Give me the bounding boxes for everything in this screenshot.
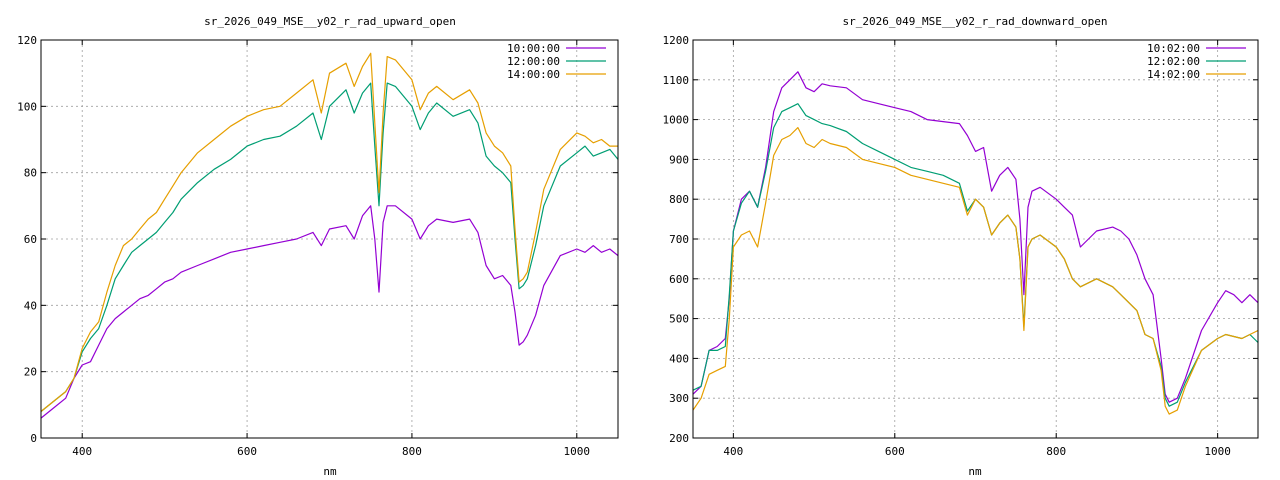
legend-label: 14:00:00 [507, 68, 560, 81]
downward-radiance-chart: sr_2026_049_MSE__y02_r_rad_downward_open… [663, 15, 1259, 478]
legend-label: 10:00:00 [507, 42, 560, 55]
chart-title: sr_2026_049_MSE__y02_r_rad_downward_open [843, 15, 1108, 28]
legend-label: 12:00:00 [507, 55, 560, 68]
series-line [692, 103, 1259, 407]
y-tick-label: 1000 [663, 114, 690, 127]
x-tick-label: 1000 [564, 445, 591, 458]
series-line [40, 52, 618, 412]
x-axis-label: nm [323, 465, 337, 478]
y-tick-label: 0 [30, 432, 37, 445]
y-tick-label: 800 [669, 193, 689, 206]
x-tick-label: 1000 [1204, 445, 1231, 458]
y-tick-label: 400 [669, 352, 689, 365]
x-tick-label: 400 [72, 445, 92, 458]
y-tick-label: 20 [24, 366, 37, 379]
y-tick-label: 40 [24, 299, 37, 312]
x-tick-label: 800 [402, 445, 422, 458]
y-tick-label: 120 [17, 34, 37, 47]
legend-label: 12:02:00 [1147, 55, 1200, 68]
y-tick-label: 900 [669, 153, 689, 166]
x-tick-label: 800 [1046, 445, 1066, 458]
upward-radiance-chart: sr_2026_049_MSE__y02_r_rad_upward_open n… [17, 15, 619, 478]
series-line [40, 205, 619, 419]
y-tick-label: 1200 [663, 34, 690, 47]
y-tick-label: 500 [669, 313, 689, 326]
y-tick-label: 1100 [663, 74, 690, 87]
series-line [40, 82, 619, 412]
x-tick-label: 400 [723, 445, 743, 458]
y-tick-label: 300 [669, 392, 689, 405]
series-line [692, 126, 1259, 415]
y-tick-label: 700 [669, 233, 689, 246]
y-tick-label: 60 [24, 233, 37, 246]
chart-title: sr_2026_049_MSE__y02_r_rad_upward_open [204, 15, 456, 28]
legend-label: 10:02:00 [1147, 42, 1200, 55]
y-tick-label: 600 [669, 273, 689, 286]
plot-frame [40, 39, 619, 439]
x-tick-label: 600 [885, 445, 905, 458]
legend-label: 14:02:00 [1147, 68, 1200, 81]
y-tick-label: 80 [24, 167, 37, 180]
plot-frame [692, 39, 1259, 439]
y-tick-label: 100 [17, 100, 37, 113]
x-axis-label: nm [968, 465, 982, 478]
x-tick-label: 600 [237, 445, 257, 458]
y-tick-label: 200 [669, 432, 689, 445]
series-line [692, 71, 1259, 403]
